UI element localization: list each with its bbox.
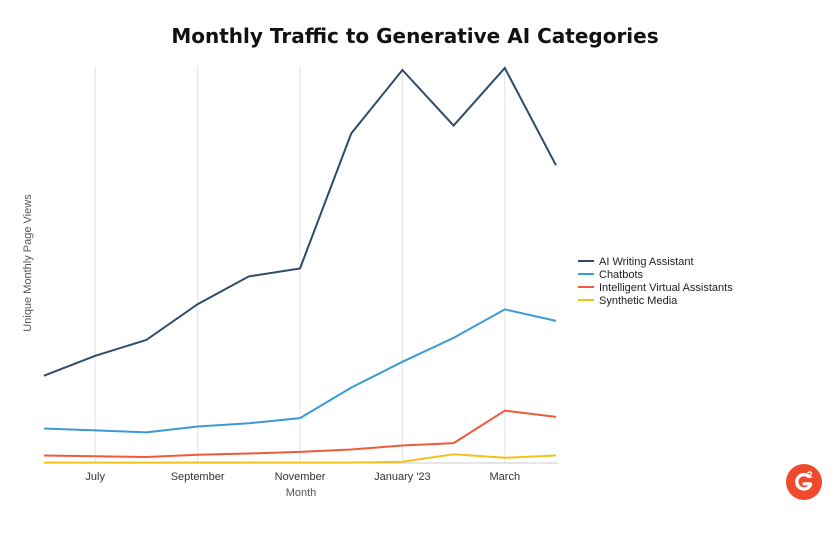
y-axis-title: Unique Monthly Page Views [22,194,34,332]
series-line-1 [43,308,557,434]
x-tick-label: July [85,471,105,483]
x-tick-label: March [490,471,521,483]
legend-label: AI Writing Assistant [599,256,694,268]
g2-logo [786,464,822,500]
series-line-0 [43,66,557,377]
x-axis-title: Month [286,487,317,499]
legend-label: Intelligent Virtual Assistants [599,282,733,294]
x-tick-labels: July September November January '23 March [85,471,520,483]
g2-logo-mark [795,471,813,491]
legend-label: Chatbots [599,269,644,281]
grid-lines [94,66,506,463]
x-tick-label: November [275,471,326,483]
x-tick-label: September [171,471,225,483]
chart-title: Monthly Traffic to Generative AI Categor… [171,24,659,48]
series-line-2 [43,409,557,459]
legend-label: Synthetic Media [599,295,678,307]
series-line-3 [44,453,557,464]
series-lines [43,66,557,464]
x-tick-label: January '23 [374,471,431,483]
legend: AI Writing AssistantChatbotsIntelligent … [578,256,733,307]
